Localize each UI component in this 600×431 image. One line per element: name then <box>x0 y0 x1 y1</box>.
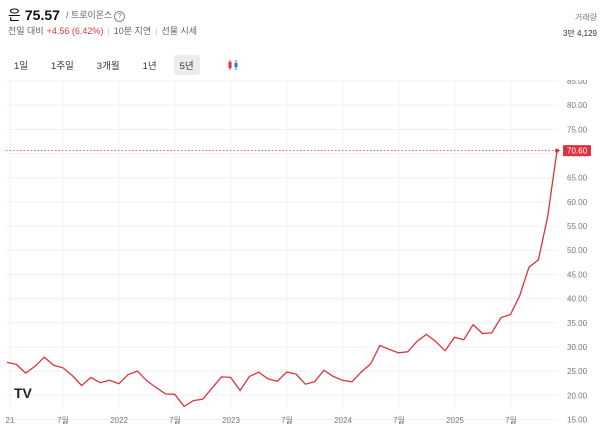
volume-label: 거래량 <box>574 13 597 22</box>
y-tick-label: 75.00 <box>567 125 588 134</box>
last-price-dot <box>555 148 559 153</box>
x-tick-label: 21 <box>6 416 15 425</box>
y-tick-label: 35.00 <box>567 319 588 328</box>
volume-box: 거래량 3만 4,129 <box>563 12 597 39</box>
quote-title: 은 75.57 / 트로이온스? <box>8 5 126 25</box>
x-tick-label: 2023 <box>222 416 240 425</box>
y-tick-label: 60.00 <box>567 198 588 207</box>
quote-header: 은 75.57/ 트로이온스? 전일 대비 +4.56 (6.42%) | 10분 지연… <box>0 0 600 44</box>
y-tick-label: 40.00 <box>567 295 588 304</box>
chart-grid <box>6 80 558 420</box>
y-tick-label: 85.00 <box>567 80 588 86</box>
x-tick-label: 2024 <box>334 416 352 425</box>
info-icon[interactable]: ? <box>114 11 126 22</box>
y-tick-label: 65.00 <box>567 174 588 183</box>
y-tick-label: 80.00 <box>567 101 588 110</box>
y-axis: 85.0080.0075.0070.0065.0060.0055.0050.00… <box>567 80 588 424</box>
y-tick-label: 15.00 <box>567 415 588 424</box>
current-price: 75.57 <box>24 7 60 23</box>
svg-text:TV: TV <box>14 385 33 401</box>
x-tick-label: 7월 <box>169 415 181 425</box>
last-price-tag: 70.60 <box>563 145 591 157</box>
y-tick-label: 30.00 <box>567 343 588 352</box>
tradingview-logo: TV <box>14 385 33 401</box>
x-tick-label: 7월 <box>505 415 517 425</box>
divider: | <box>155 26 158 36</box>
series-line <box>6 150 558 408</box>
futures-note: 선물 시세 <box>161 26 198 36</box>
y-tick-label: 50.00 <box>567 246 588 255</box>
tab-1d[interactable]: 1일 <box>14 61 29 72</box>
delay-note: 10분 지연 <box>113 26 152 36</box>
asset-name: 은 <box>8 7 21 23</box>
price-chart[interactable]: 85.0080.0075.0070.0065.0060.0055.0050.00… <box>0 80 600 431</box>
y-tick-label: 25.00 <box>567 367 588 376</box>
tab-5y[interactable]: 5년 <box>173 55 200 75</box>
y-tick-label: 45.00 <box>567 270 588 279</box>
x-tick-label: 7월 <box>57 415 69 425</box>
x-tick-label: 7월 <box>393 415 405 425</box>
y-tick-label: 20.00 <box>567 391 588 400</box>
period-tabs: 1일 1주일 3개월 1년 5년 <box>8 55 240 75</box>
x-tick-label: 2025 <box>446 416 464 425</box>
price-unit: / 트로이온스 <box>65 10 113 20</box>
x-tick-label: 2022 <box>110 416 128 425</box>
tab-3m[interactable]: 3개월 <box>96 61 120 72</box>
y-tick-label: 55.00 <box>567 222 588 231</box>
quote-subline: 전일 대비 +4.56 (6.42%) | 10분 지연 | 선물 시세 <box>8 24 197 37</box>
x-axis: 21 7월 2022 7월 2023 7월 2024 7월 2025 7월 <box>6 415 517 425</box>
candlestick-icon[interactable] <box>226 58 240 72</box>
price-change: +4.56 (6.42%) <box>46 26 104 36</box>
last-price-tag-bg <box>563 145 591 157</box>
tab-1y[interactable]: 1년 <box>142 61 157 72</box>
x-tick-label: 7월 <box>281 415 293 425</box>
tab-1w[interactable]: 1주일 <box>51 61 74 72</box>
divider: | <box>107 26 110 36</box>
volume-value: 3만 4,129 <box>562 29 597 38</box>
prev-close-label: 전일 대비 <box>8 26 44 36</box>
last-price-label: 70.60 <box>567 147 588 156</box>
